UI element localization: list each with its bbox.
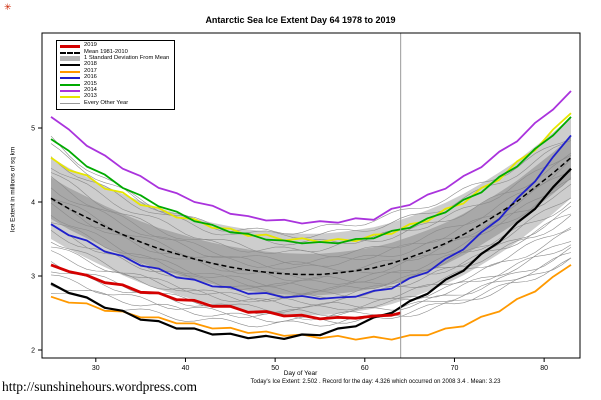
legend-label: 2018 — [84, 61, 97, 68]
y-tick-label: 3 — [31, 274, 35, 281]
plot-content — [50, 90, 572, 341]
other-year-line — [50, 155, 572, 253]
stats-caption: Today's Ice Extent: 2.502 . Record for t… — [250, 379, 501, 385]
x-tick-label: 50 — [271, 365, 279, 372]
y-tick-label: 2 — [31, 348, 35, 355]
legend-swatch-icon — [60, 96, 80, 99]
series-line-2017 — [50, 264, 572, 341]
x-tick-label: 80 — [540, 365, 548, 372]
legend-item-2016: 2016 — [60, 74, 169, 81]
y-tick-label: 5 — [31, 126, 35, 133]
legend-label: 2014 — [84, 87, 97, 94]
other-year-line — [50, 241, 572, 309]
x-tick-label: 30 — [92, 365, 100, 372]
stddev-band-inner — [51, 136, 571, 296]
legend-label: 1 Standard Deviation From Mean — [84, 55, 170, 62]
legend-swatch-icon — [60, 51, 80, 54]
legend-swatch-icon — [60, 70, 80, 73]
series-line-2014 — [50, 90, 572, 225]
legend-label: 2017 — [84, 67, 97, 74]
other-year-line — [50, 135, 572, 235]
legend-label: 2015 — [84, 80, 97, 87]
chart-title: Antarctic Sea Ice Extent Day 64 1978 to … — [205, 15, 396, 25]
other-year-line — [50, 227, 572, 298]
y-tick-label: 4 — [31, 200, 35, 207]
legend-label: Every Other Year — [84, 99, 129, 106]
legend-item-2017: 2017 — [60, 67, 169, 75]
legend-label: 2013 — [84, 93, 97, 100]
legend-item-every-other-year: Every Other Year — [60, 99, 169, 107]
legend-label: 2019 — [84, 42, 97, 49]
legend-swatch-icon — [60, 64, 80, 67]
x-tick-label: 40 — [182, 365, 190, 372]
series-line-2018 — [50, 167, 572, 340]
legend: 2019 Mean 1981-2010 1 Standard Deviation F… — [56, 40, 176, 110]
legend-item-2013: 2013 — [60, 94, 169, 100]
legend-swatch-icon — [60, 77, 80, 80]
other-year-line — [50, 183, 572, 268]
legend-item-1-standard-deviation-from-mean: 1 Standard Deviation From Mean — [60, 55, 170, 62]
series-line-2015 — [50, 116, 572, 245]
legend-swatch-icon — [60, 103, 80, 105]
other-year-line — [50, 214, 572, 302]
other-year-line — [50, 171, 572, 265]
other-year-line — [50, 201, 572, 287]
other-year-line — [50, 252, 572, 321]
legend-label: 2016 — [84, 74, 97, 81]
series-line-mean-1981-2010 — [50, 157, 572, 276]
series-line-2013 — [50, 112, 572, 243]
legend-label: Mean 1981-2010 — [84, 48, 128, 55]
legend-item-2019: 2019 — [60, 42, 169, 49]
legend-item-2014: 2014 — [60, 87, 169, 94]
x-tick-label: 70 — [451, 365, 459, 372]
other-year-line — [50, 177, 572, 272]
other-year-line — [50, 257, 572, 328]
other-year-line — [50, 228, 572, 306]
source-url-link[interactable]: http://sunshinehours.wordpress.com — [2, 379, 197, 394]
plot-frame — [41, 32, 581, 359]
x-tick-label: 60 — [361, 365, 369, 372]
legend-swatch-icon — [60, 44, 80, 48]
legend-swatch-icon — [60, 89, 80, 92]
x-axis-label: Day of Year — [283, 370, 318, 377]
other-year-line — [50, 197, 572, 283]
series-line-2016 — [50, 134, 572, 300]
series-line-2019 — [50, 263, 402, 321]
legend-item-2018: 2018 — [60, 62, 169, 68]
legend-swatch-icon — [60, 56, 80, 62]
corner-ornament-icon: ✳ — [4, 2, 12, 12]
legend-swatch-icon — [60, 83, 80, 86]
legend-item-2015: 2015 — [60, 81, 169, 87]
legend-item-mean-1981-2010: Mean 1981-2010 — [60, 49, 169, 55]
